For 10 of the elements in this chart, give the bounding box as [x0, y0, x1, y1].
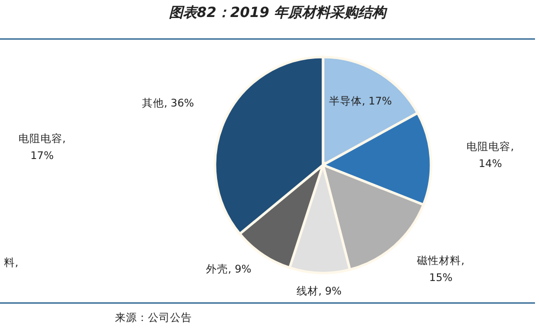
slice-label: 线材, 9%	[296, 284, 342, 300]
slice-label: 半导体, 17%	[328, 94, 392, 110]
chart-title: 图表82：2019 年原材料采购结构	[168, 4, 388, 21]
slice-label: 磁性材料, 15%	[416, 254, 466, 286]
text: 电阻电容, 17%	[18, 132, 66, 162]
slice-label: 外壳, 9%	[206, 262, 252, 278]
slice-label: 其他, 36%	[142, 96, 194, 112]
slice-label: 电阻电容, 14%	[466, 140, 515, 172]
text: 料,	[4, 256, 18, 269]
source-note: 来源：公司公告	[115, 311, 192, 324]
